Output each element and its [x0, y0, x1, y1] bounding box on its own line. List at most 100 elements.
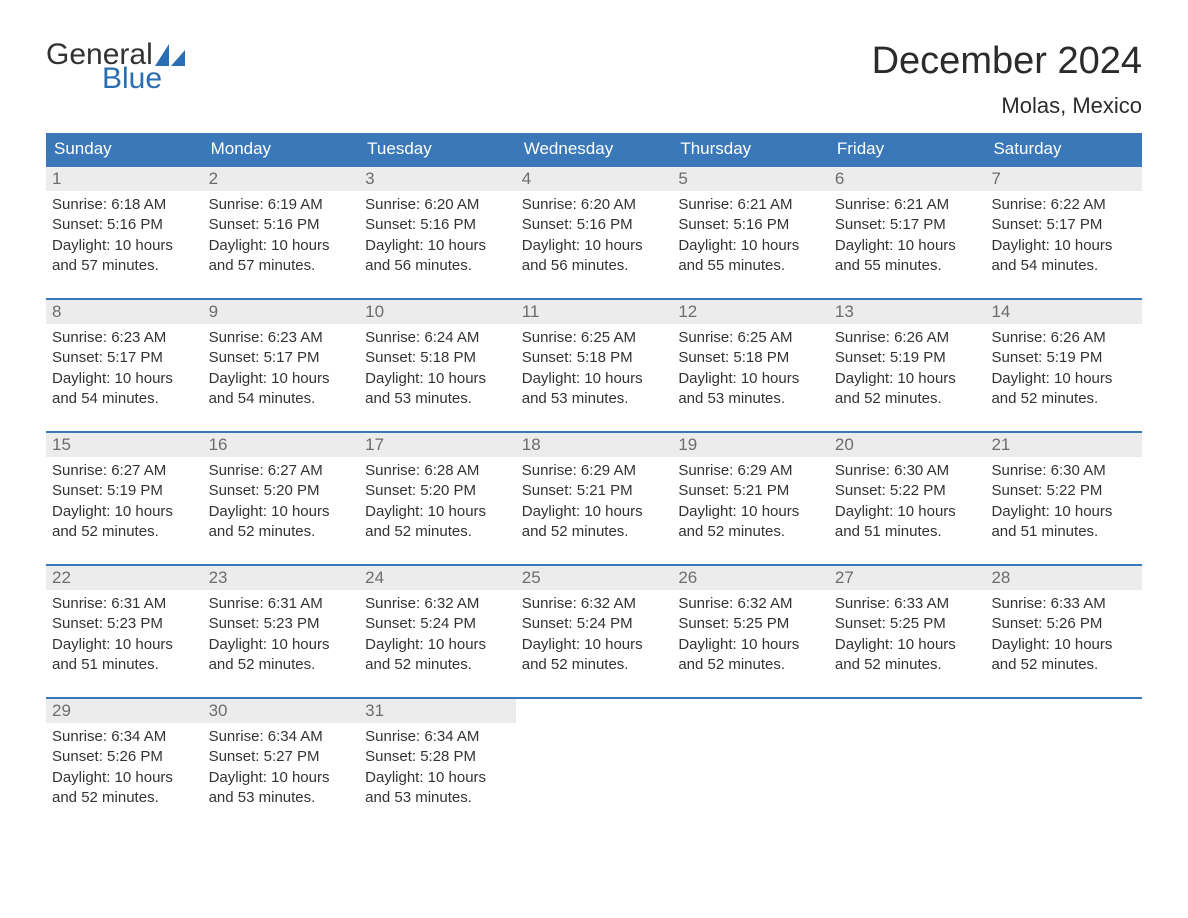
sunset-line: Sunset: 5:20 PM	[209, 481, 354, 501]
daylight-line: Daylight: 10 hours and 57 minutes.	[52, 236, 197, 277]
daylight-line: Daylight: 10 hours and 52 minutes.	[365, 502, 510, 543]
day-body: Sunrise: 6:21 AMSunset: 5:16 PMDaylight:…	[672, 191, 829, 284]
sunrise-line: Sunrise: 6:32 AM	[365, 594, 510, 614]
sunrise-line: Sunrise: 6:32 AM	[522, 594, 667, 614]
weeks-container: 1Sunrise: 6:18 AMSunset: 5:16 PMDaylight…	[46, 165, 1142, 816]
day-number: 5	[672, 167, 829, 191]
sunrise-line: Sunrise: 6:30 AM	[835, 461, 980, 481]
day-number: 19	[672, 433, 829, 457]
day-number: 12	[672, 300, 829, 324]
sunrise-line: Sunrise: 6:21 AM	[835, 195, 980, 215]
sunset-line: Sunset: 5:27 PM	[209, 747, 354, 767]
day-cell: 13Sunrise: 6:26 AMSunset: 5:19 PMDayligh…	[829, 300, 986, 417]
daylight-line: Daylight: 10 hours and 57 minutes.	[209, 236, 354, 277]
day-number: 14	[985, 300, 1142, 324]
day-cell: 11Sunrise: 6:25 AMSunset: 5:18 PMDayligh…	[516, 300, 673, 417]
sunset-line: Sunset: 5:19 PM	[52, 481, 197, 501]
dow-cell: Thursday	[672, 133, 829, 165]
daylight-line: Daylight: 10 hours and 54 minutes.	[209, 369, 354, 410]
sunset-line: Sunset: 5:21 PM	[522, 481, 667, 501]
day-number: 9	[203, 300, 360, 324]
day-cell: 12Sunrise: 6:25 AMSunset: 5:18 PMDayligh…	[672, 300, 829, 417]
logo: General Blue	[46, 40, 185, 94]
day-body: Sunrise: 6:30 AMSunset: 5:22 PMDaylight:…	[985, 457, 1142, 550]
day-body: Sunrise: 6:34 AMSunset: 5:26 PMDaylight:…	[46, 723, 203, 816]
daylight-line: Daylight: 10 hours and 53 minutes.	[365, 768, 510, 809]
day-body: Sunrise: 6:31 AMSunset: 5:23 PMDaylight:…	[46, 590, 203, 683]
sunset-line: Sunset: 5:18 PM	[365, 348, 510, 368]
sunrise-line: Sunrise: 6:20 AM	[522, 195, 667, 215]
day-number: 28	[985, 566, 1142, 590]
day-number: 6	[829, 167, 986, 191]
day-cell: 21Sunrise: 6:30 AMSunset: 5:22 PMDayligh…	[985, 433, 1142, 550]
sunset-line: Sunset: 5:22 PM	[991, 481, 1136, 501]
day-number: 23	[203, 566, 360, 590]
logo-word2: Blue	[102, 64, 185, 94]
day-body: Sunrise: 6:26 AMSunset: 5:19 PMDaylight:…	[985, 324, 1142, 417]
day-cell: 5Sunrise: 6:21 AMSunset: 5:16 PMDaylight…	[672, 167, 829, 284]
day-number: 22	[46, 566, 203, 590]
day-number: 1	[46, 167, 203, 191]
day-number: 13	[829, 300, 986, 324]
sunrise-line: Sunrise: 6:26 AM	[991, 328, 1136, 348]
day-number: 11	[516, 300, 673, 324]
day-number: 24	[359, 566, 516, 590]
sunset-line: Sunset: 5:18 PM	[522, 348, 667, 368]
day-number: 30	[203, 699, 360, 723]
day-number: 16	[203, 433, 360, 457]
sunrise-line: Sunrise: 6:33 AM	[991, 594, 1136, 614]
daylight-line: Daylight: 10 hours and 55 minutes.	[835, 236, 980, 277]
dow-cell: Sunday	[46, 133, 203, 165]
title-block: December 2024 Molas, Mexico	[872, 40, 1142, 127]
week-row: 22Sunrise: 6:31 AMSunset: 5:23 PMDayligh…	[46, 564, 1142, 683]
day-body: Sunrise: 6:27 AMSunset: 5:20 PMDaylight:…	[203, 457, 360, 550]
day-body: Sunrise: 6:29 AMSunset: 5:21 PMDaylight:…	[672, 457, 829, 550]
sunset-line: Sunset: 5:28 PM	[365, 747, 510, 767]
sunset-line: Sunset: 5:16 PM	[209, 215, 354, 235]
day-cell: 24Sunrise: 6:32 AMSunset: 5:24 PMDayligh…	[359, 566, 516, 683]
sunset-line: Sunset: 5:24 PM	[365, 614, 510, 634]
day-cell: 25Sunrise: 6:32 AMSunset: 5:24 PMDayligh…	[516, 566, 673, 683]
day-body: Sunrise: 6:23 AMSunset: 5:17 PMDaylight:…	[46, 324, 203, 417]
sunrise-line: Sunrise: 6:18 AM	[52, 195, 197, 215]
sunset-line: Sunset: 5:24 PM	[522, 614, 667, 634]
daylight-line: Daylight: 10 hours and 52 minutes.	[991, 369, 1136, 410]
day-body: Sunrise: 6:34 AMSunset: 5:28 PMDaylight:…	[359, 723, 516, 816]
day-number: 17	[359, 433, 516, 457]
daylight-line: Daylight: 10 hours and 52 minutes.	[835, 635, 980, 676]
day-cell: 20Sunrise: 6:30 AMSunset: 5:22 PMDayligh…	[829, 433, 986, 550]
day-body: Sunrise: 6:31 AMSunset: 5:23 PMDaylight:…	[203, 590, 360, 683]
daylight-line: Daylight: 10 hours and 52 minutes.	[52, 502, 197, 543]
sunrise-line: Sunrise: 6:27 AM	[209, 461, 354, 481]
sunrise-line: Sunrise: 6:19 AM	[209, 195, 354, 215]
day-cell: 29Sunrise: 6:34 AMSunset: 5:26 PMDayligh…	[46, 699, 203, 816]
day-number: 10	[359, 300, 516, 324]
day-cell: 30Sunrise: 6:34 AMSunset: 5:27 PMDayligh…	[203, 699, 360, 816]
day-cell	[672, 699, 829, 816]
day-body: Sunrise: 6:32 AMSunset: 5:24 PMDaylight:…	[516, 590, 673, 683]
calendar: SundayMondayTuesdayWednesdayThursdayFrid…	[46, 133, 1142, 816]
sunset-line: Sunset: 5:19 PM	[991, 348, 1136, 368]
sunrise-line: Sunrise: 6:22 AM	[991, 195, 1136, 215]
day-number: 2	[203, 167, 360, 191]
daylight-line: Daylight: 10 hours and 53 minutes.	[209, 768, 354, 809]
day-body: Sunrise: 6:29 AMSunset: 5:21 PMDaylight:…	[516, 457, 673, 550]
sunset-line: Sunset: 5:18 PM	[678, 348, 823, 368]
day-cell: 26Sunrise: 6:32 AMSunset: 5:25 PMDayligh…	[672, 566, 829, 683]
day-number: 3	[359, 167, 516, 191]
sunrise-line: Sunrise: 6:26 AM	[835, 328, 980, 348]
day-body: Sunrise: 6:28 AMSunset: 5:20 PMDaylight:…	[359, 457, 516, 550]
sunrise-line: Sunrise: 6:33 AM	[835, 594, 980, 614]
day-body: Sunrise: 6:19 AMSunset: 5:16 PMDaylight:…	[203, 191, 360, 284]
sunset-line: Sunset: 5:19 PM	[835, 348, 980, 368]
sunset-line: Sunset: 5:20 PM	[365, 481, 510, 501]
day-cell: 3Sunrise: 6:20 AMSunset: 5:16 PMDaylight…	[359, 167, 516, 284]
day-number: 4	[516, 167, 673, 191]
day-number: 8	[46, 300, 203, 324]
daylight-line: Daylight: 10 hours and 52 minutes.	[522, 635, 667, 676]
day-cell: 7Sunrise: 6:22 AMSunset: 5:17 PMDaylight…	[985, 167, 1142, 284]
day-cell	[829, 699, 986, 816]
day-cell: 18Sunrise: 6:29 AMSunset: 5:21 PMDayligh…	[516, 433, 673, 550]
dow-cell: Tuesday	[359, 133, 516, 165]
day-cell: 31Sunrise: 6:34 AMSunset: 5:28 PMDayligh…	[359, 699, 516, 816]
